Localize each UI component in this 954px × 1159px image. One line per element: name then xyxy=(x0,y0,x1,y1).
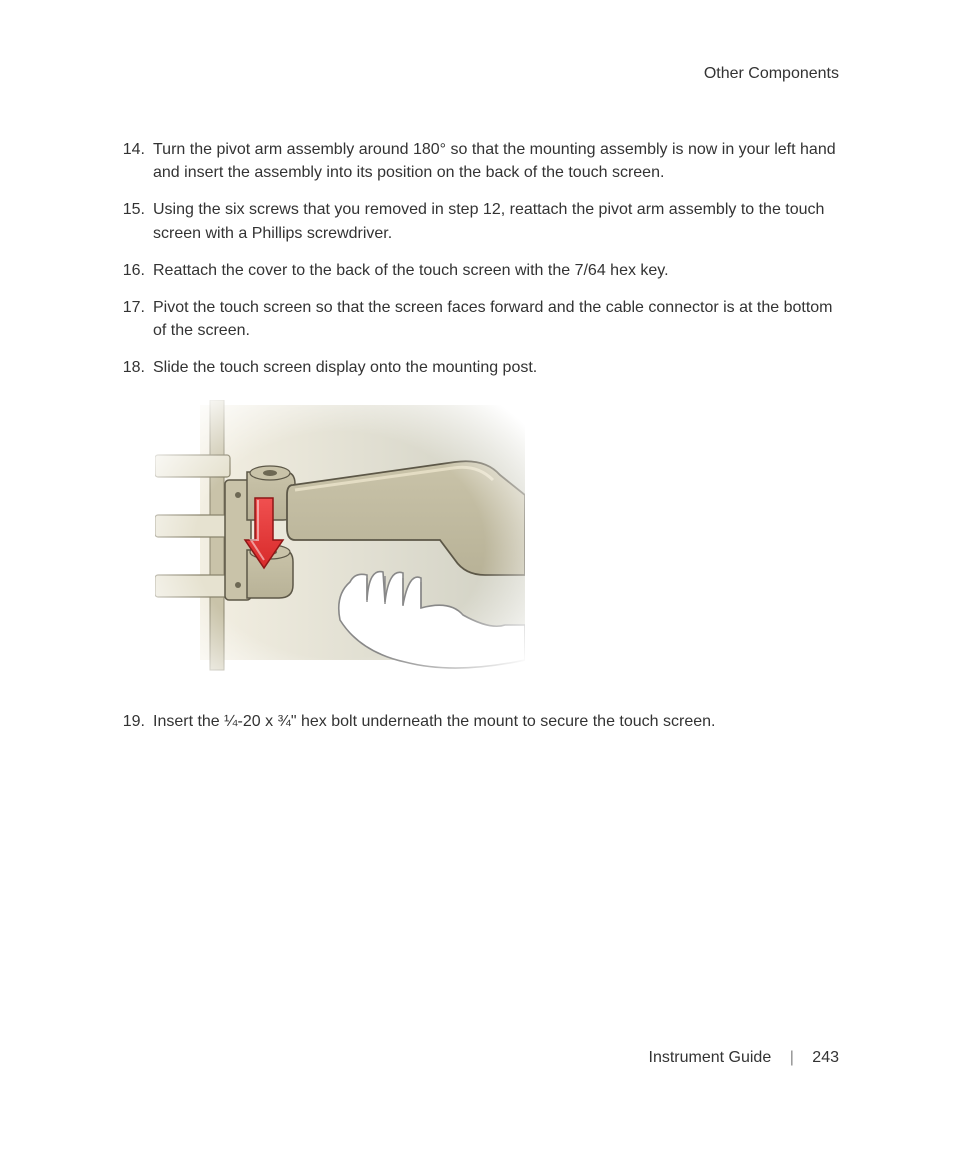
step-text: Pivot the touch screen so that the scree… xyxy=(153,296,839,342)
step-number: 16. xyxy=(115,259,153,282)
step-number: 19. xyxy=(115,710,153,733)
footer-title: Instrument Guide xyxy=(649,1049,772,1066)
step-item: 18. Slide the touch screen display onto … xyxy=(115,356,839,379)
step-number: 14. xyxy=(115,138,153,184)
step-text: Reattach the cover to the back of the to… xyxy=(153,259,839,282)
header-section: Other Components xyxy=(115,65,839,83)
mounting-svg xyxy=(155,400,525,690)
step-number: 17. xyxy=(115,296,153,342)
step-text: Turn the pivot arm assembly around 180° … xyxy=(153,138,839,184)
step-text: Insert the ¼-20 x ¾" hex bolt underneath… xyxy=(153,710,839,733)
footer-separator: | xyxy=(790,1049,794,1066)
mounting-diagram xyxy=(155,400,525,690)
step-number: 18. xyxy=(115,356,153,379)
vignette xyxy=(155,400,525,690)
step-text: Using the six screws that you removed in… xyxy=(153,198,839,244)
step-text: Slide the touch screen display onto the … xyxy=(153,356,839,379)
step-list: 14. Turn the pivot arm assembly around 1… xyxy=(115,138,839,733)
footer: Instrument Guide | 243 xyxy=(649,1049,840,1067)
step-item: 15. Using the six screws that you remove… xyxy=(115,198,839,244)
step-item: 14. Turn the pivot arm assembly around 1… xyxy=(115,138,839,184)
step-number: 15. xyxy=(115,198,153,244)
figure-container xyxy=(115,400,839,690)
step-item: 16. Reattach the cover to the back of th… xyxy=(115,259,839,282)
step-item: 19. Insert the ¼-20 x ¾" hex bolt undern… xyxy=(115,710,839,733)
page-number: 243 xyxy=(812,1049,839,1066)
step-item: 17. Pivot the touch screen so that the s… xyxy=(115,296,839,342)
page: Other Components 14. Turn the pivot arm … xyxy=(0,0,954,1159)
